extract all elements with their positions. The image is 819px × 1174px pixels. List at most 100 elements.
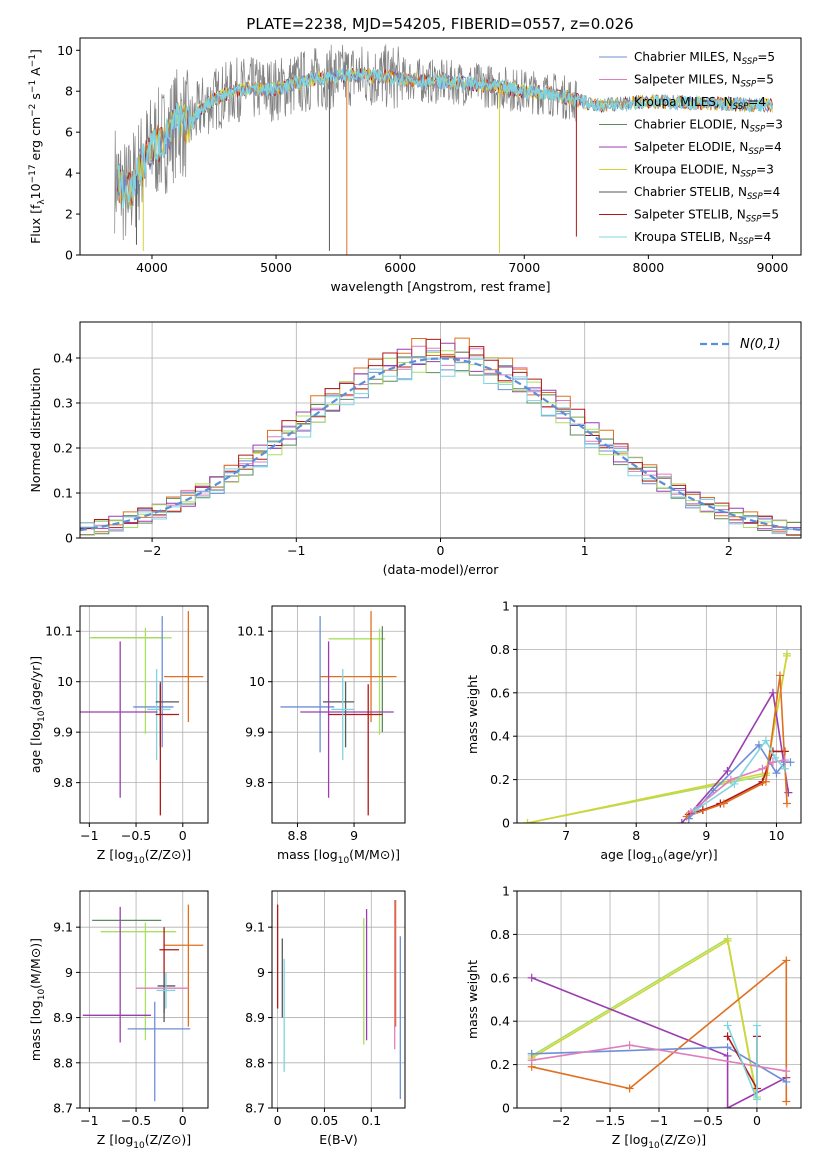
plus-marker bbox=[782, 651, 791, 660]
legend-label: Kroupa ELODIE, NSSP=3 bbox=[634, 163, 774, 180]
plus-marker bbox=[752, 1021, 761, 1030]
y-tick-label: 9 bbox=[257, 965, 265, 980]
x-axis-label: mass [log10​(M/M⊙)] bbox=[277, 847, 400, 866]
age-vs-metallicity-panel: −1 −0.5 0 9.8 9.9 10 10.1 Z [log10​(Z/Z⊙)] age [… bbox=[28, 605, 209, 866]
x-tick-label: 2 bbox=[725, 543, 733, 558]
legend-label: Salpeter MILES, NSSP=5 bbox=[634, 73, 774, 90]
y-tick-label: 8.9 bbox=[245, 1010, 265, 1025]
y-tick-label: 10.1 bbox=[45, 624, 73, 639]
plus-marker bbox=[723, 1021, 732, 1030]
y-axis-label: Flux [fλ​10−17​ erg cm−2​ s−1​ A−1​] bbox=[28, 49, 47, 244]
x-tick-label: 8 bbox=[632, 828, 640, 843]
plus-marker bbox=[686, 808, 695, 817]
x-tick-label: 5000 bbox=[260, 260, 292, 275]
plus-marker bbox=[782, 1077, 791, 1086]
plus-marker bbox=[758, 764, 767, 773]
y-tick-label: 10 bbox=[57, 674, 73, 689]
y-axis-label: mass weight bbox=[465, 960, 480, 1039]
x-tick-label: 0.1 bbox=[361, 1113, 381, 1128]
legend-label: Chabrier ELODIE, NSSP=3 bbox=[634, 118, 783, 135]
y-tick-label: 6 bbox=[65, 125, 73, 140]
x-tick-label: 0 bbox=[179, 828, 187, 843]
x-tick-label: −0.5 bbox=[693, 1113, 723, 1128]
y-tick-label: 8.9 bbox=[53, 1010, 73, 1025]
plus-marker bbox=[527, 973, 536, 982]
axes-frame bbox=[271, 605, 406, 824]
y-tick-label: 0 bbox=[65, 248, 73, 263]
plot-area bbox=[114, 44, 774, 255]
x-tick-label: −1 bbox=[287, 543, 305, 558]
mass-weight-series-line bbox=[695, 738, 786, 811]
x-tick-label: 8.8 bbox=[288, 828, 308, 843]
plus-marker bbox=[726, 775, 735, 784]
plus-marker bbox=[730, 779, 739, 788]
plus-marker bbox=[723, 1051, 732, 1060]
x-tick-label: 0 bbox=[753, 1113, 761, 1128]
y-tick-label: 4 bbox=[65, 166, 73, 181]
y-tick-label: 9.8 bbox=[245, 775, 265, 790]
plus-marker bbox=[752, 1095, 761, 1104]
model-spectrum-line bbox=[116, 67, 773, 210]
x-tick-label: −0.5 bbox=[121, 828, 151, 843]
plot-area bbox=[276, 900, 401, 1099]
y-tick-label: 9.8 bbox=[53, 775, 73, 790]
mass-vs-ebv-panel: 0 0.05 0.1 8.7 8.8 8.9 9 9.1 E(B-V) bbox=[245, 890, 406, 1147]
x-tick-label: 10 bbox=[769, 828, 785, 843]
spectrum-panel: 4000 5000 6000 7000 8000 9000 0 2 4 6 8 10 wavelengt… bbox=[28, 37, 802, 294]
x-axis-label: Z [log10​(Z/Z⊙)] bbox=[97, 847, 191, 866]
plot-area bbox=[80, 337, 801, 536]
plot-area bbox=[80, 611, 204, 816]
legend-label: Salpeter ELODIE, NSSP=4 bbox=[634, 140, 782, 157]
mass-vs-metallicity-panel: −1 −0.5 0 8.7 8.8 8.9 9 9.1 Z [log10​(Z/Z⊙)] mass… bbox=[28, 890, 209, 1151]
y-tick-label: 9 bbox=[65, 965, 73, 980]
plus-marker bbox=[786, 758, 795, 767]
x-tick-label: 4000 bbox=[136, 260, 168, 275]
y-tick-label: 0.4 bbox=[490, 729, 510, 744]
plus-marker bbox=[782, 956, 791, 965]
plus-marker bbox=[768, 758, 777, 767]
y-tick-label: 8.7 bbox=[245, 1101, 265, 1116]
plus-marker bbox=[625, 1041, 634, 1050]
histogram-series-step bbox=[80, 338, 801, 536]
y-tick-label: 0 bbox=[65, 531, 73, 546]
residual-histogram-panel: −2 −1 0 1 2 0 0.1 0.2 0.3 0.4 (data-model)/error No… bbox=[28, 321, 802, 577]
plus-marker bbox=[723, 1043, 732, 1052]
figure-title: PLATE=2238, MJD=54205, FIBERID=0557, z=0… bbox=[246, 15, 633, 33]
axes-frame bbox=[79, 605, 209, 824]
y-tick-label: 9.9 bbox=[245, 725, 265, 740]
y-tick-label: 0.4 bbox=[490, 1014, 510, 1029]
y-axis-label: mass weight bbox=[465, 675, 480, 754]
y-tick-label: 1 bbox=[502, 599, 510, 614]
x-tick-label: 9000 bbox=[757, 260, 789, 275]
y-tick-label: 0 bbox=[502, 816, 510, 831]
axes-frame bbox=[271, 890, 406, 1109]
plus-marker bbox=[780, 764, 789, 773]
y-tick-label: 9.1 bbox=[53, 920, 73, 935]
mass-weight-series-line bbox=[531, 958, 788, 1102]
plus-marker bbox=[761, 777, 770, 786]
plus-marker bbox=[523, 819, 532, 823]
x-axis-label: Z [log10​(Z/Z⊙)] bbox=[97, 1132, 191, 1151]
x-tick-label: −1 bbox=[80, 1113, 98, 1128]
legend-label: Chabrier MILES, NSSP=5 bbox=[634, 50, 775, 67]
x-tick-label: 0 bbox=[179, 1113, 187, 1128]
plus-marker bbox=[723, 1104, 732, 1108]
y-tick-label: 8.8 bbox=[53, 1055, 73, 1070]
y-tick-label: 0.2 bbox=[490, 1057, 510, 1072]
y-axis-label: Normed distribution bbox=[28, 368, 43, 493]
plus-marker bbox=[768, 688, 777, 697]
plus-marker bbox=[691, 805, 700, 814]
plus-marker bbox=[782, 799, 791, 808]
x-tick-label: −2 bbox=[552, 1113, 570, 1128]
plus-marker bbox=[771, 753, 780, 762]
y-tick-label: 8.8 bbox=[245, 1055, 265, 1070]
y-tick-label: 9.9 bbox=[53, 725, 73, 740]
plus-marker bbox=[772, 769, 781, 778]
y-tick-label: 0.1 bbox=[53, 486, 73, 501]
plus-marker bbox=[723, 766, 732, 775]
histogram-series-step bbox=[80, 356, 801, 535]
plus-marker bbox=[677, 819, 686, 823]
plus-marker bbox=[780, 756, 789, 765]
legend-label: N(0,1) bbox=[740, 337, 781, 352]
